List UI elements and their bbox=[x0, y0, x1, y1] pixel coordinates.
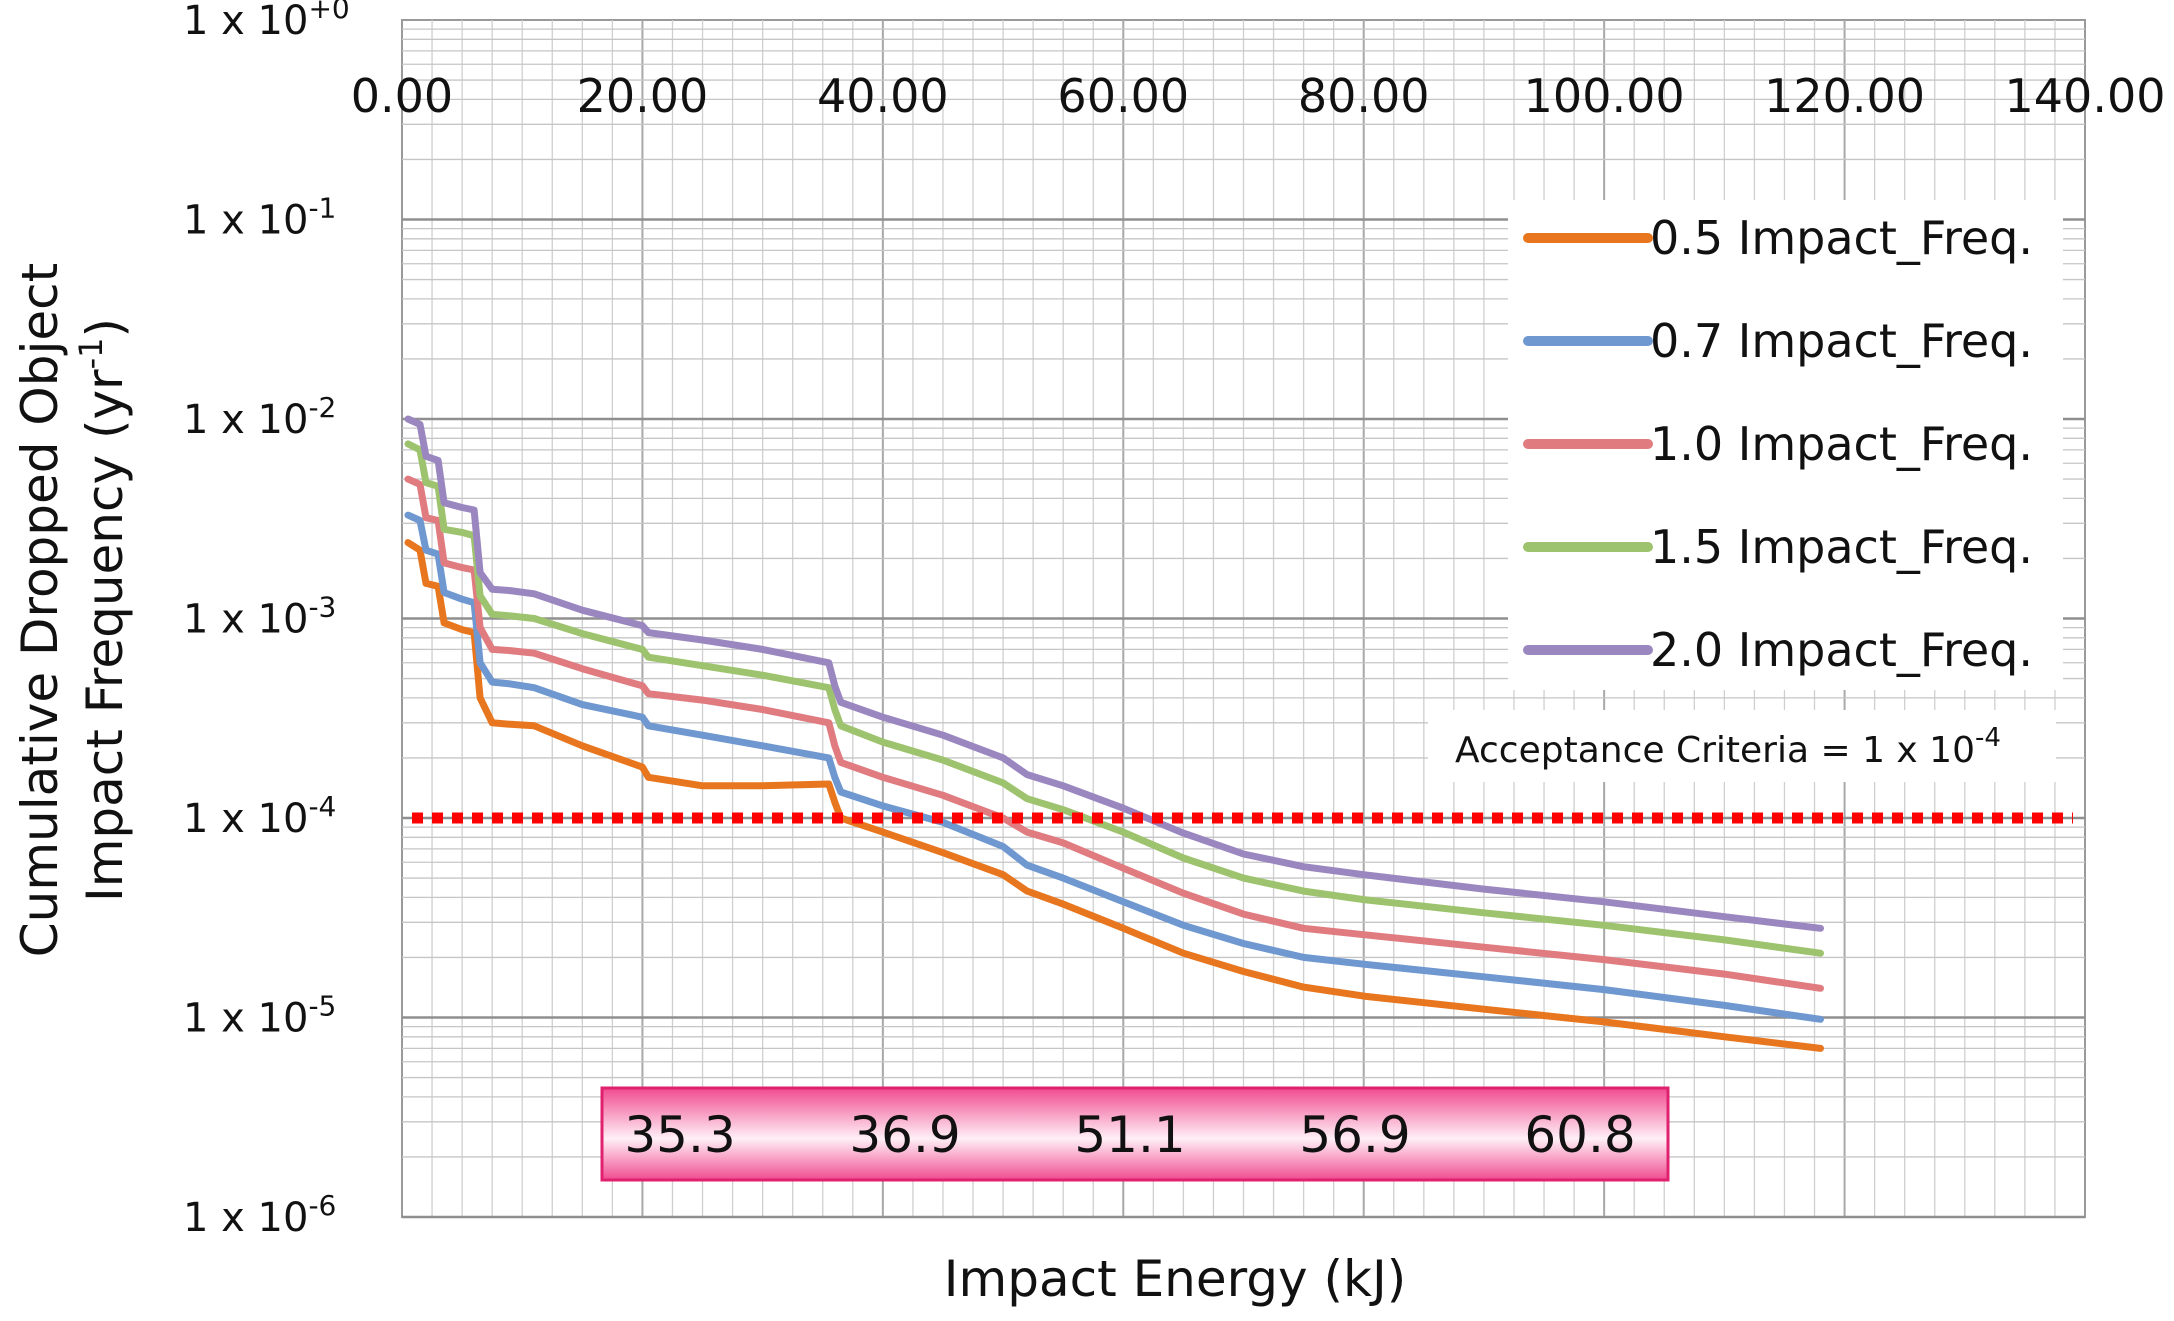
x-tick-label: 60.00 bbox=[1057, 69, 1189, 123]
x-tick-label: 80.00 bbox=[1298, 69, 1430, 123]
y-axis-label: Cumulative Dropped Object Impact Frequen… bbox=[11, 263, 134, 958]
criteria-value: 36.9 bbox=[849, 1106, 960, 1164]
series-line-4 bbox=[404, 440, 1824, 957]
legend-label-5: 2.0 Impact_Freq. bbox=[1650, 623, 2033, 677]
x-tick-label: 0.00 bbox=[351, 69, 453, 123]
x-tick-label: 140.00 bbox=[2005, 69, 2166, 123]
legend: 0.5 Impact_Freq. 0.7 Impact_Freq. 1.0 Impa… bbox=[1508, 200, 2063, 690]
y-tick-label: 1 x 10-6 bbox=[183, 1189, 336, 1241]
y-tick-label: 1 x 10-4 bbox=[183, 790, 336, 842]
criteria-value: 35.3 bbox=[624, 1106, 735, 1164]
criteria-box: 35.3 36.9 51.1 56.9 60.8 bbox=[600, 1086, 1670, 1182]
series-line-3 bbox=[404, 475, 1824, 992]
criteria-value: 56.9 bbox=[1299, 1106, 1410, 1164]
y-tick-label: 1 x 10-1 bbox=[183, 192, 336, 244]
legend-label-2: 0.7 Impact_Freq. bbox=[1650, 314, 2033, 368]
y-axis-label-line1: Cumulative Dropped Object bbox=[11, 263, 69, 958]
legend-label-1: 0.5 Impact_Freq. bbox=[1650, 211, 2033, 265]
y-tick-label: 1 x 10-5 bbox=[183, 990, 336, 1042]
y-tick-labels: 1 x 10+0 1 x 10-1 1 x 10-2 1 x 10-3 1 x 10-4… bbox=[183, 0, 350, 1241]
criteria-value: 51.1 bbox=[1074, 1106, 1185, 1164]
x-tick-label: 20.00 bbox=[577, 69, 709, 123]
x-tick-labels: 0.00 20.00 40.00 60.00 80.00 100.00 120.00 140.… bbox=[351, 69, 2166, 123]
x-tick-label: 120.00 bbox=[1764, 69, 1925, 123]
series-line-5 bbox=[404, 415, 1824, 932]
x-tick-label: 40.00 bbox=[817, 69, 949, 123]
legend-label-3: 1.0 Impact_Freq. bbox=[1650, 417, 2033, 471]
y-tick-label: 1 x 10-2 bbox=[183, 391, 336, 443]
criteria-value: 60.8 bbox=[1524, 1106, 1635, 1164]
y-tick-label: 1 x 10-3 bbox=[183, 591, 336, 643]
y-axis-label-line2: Impact Frequency (yr-1) bbox=[72, 318, 134, 902]
acceptance-annotation: Acceptance Criteria = 1 x 10-4 bbox=[1428, 710, 2056, 782]
legend-label-4: 1.5 Impact_Freq. bbox=[1650, 520, 2033, 574]
series-lines bbox=[404, 415, 1824, 1052]
y-tick-label: 1 x 10+0 bbox=[183, 0, 350, 44]
series-line-1 bbox=[404, 539, 1824, 1052]
series-line-2 bbox=[404, 511, 1824, 1023]
x-tick-label: 100.00 bbox=[1524, 69, 1685, 123]
x-axis-label: Impact Energy (kJ) bbox=[944, 1250, 1406, 1308]
acceptance-annotation-text: Acceptance Criteria = 1 x 10-4 bbox=[1455, 723, 2001, 771]
